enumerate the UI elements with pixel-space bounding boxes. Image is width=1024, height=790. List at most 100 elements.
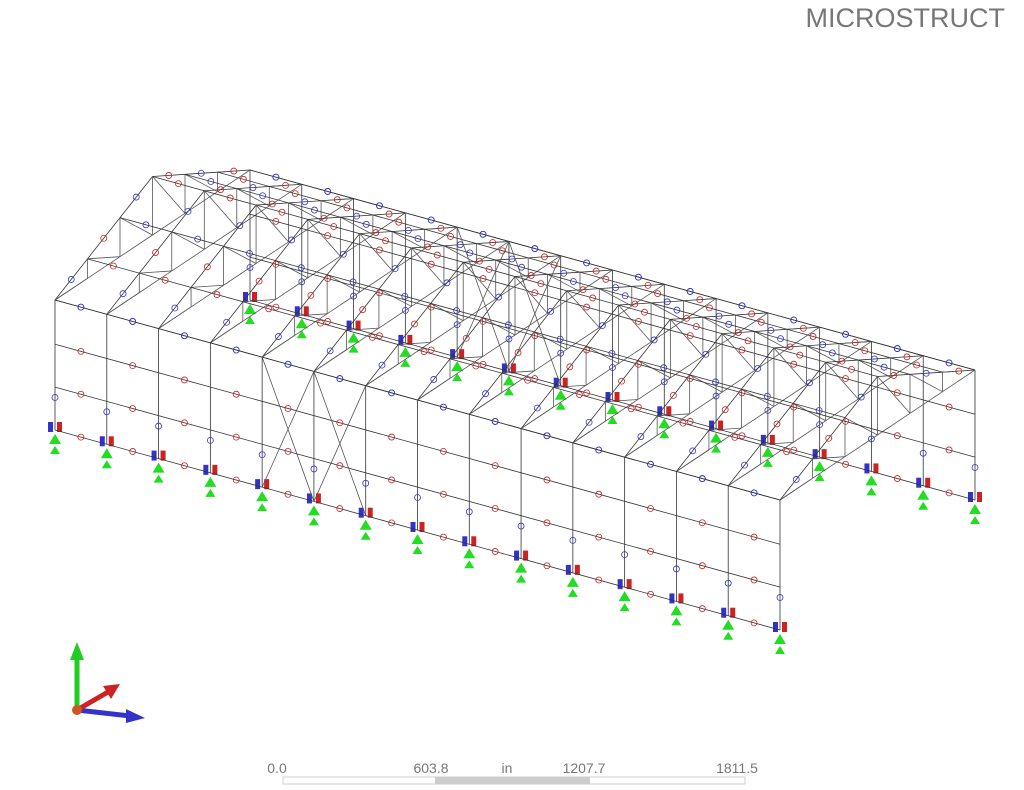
member-marker — [595, 576, 603, 584]
rafter — [411, 245, 444, 249]
member-marker — [776, 594, 784, 601]
member-marker — [433, 251, 441, 259]
member-marker — [482, 390, 489, 398]
support-block — [303, 306, 309, 317]
member-marker — [750, 619, 758, 627]
truss-diagonal — [313, 349, 347, 372]
member-marker — [437, 224, 445, 232]
member-marker — [838, 357, 846, 365]
support-block — [977, 492, 982, 502]
truss-diagonal — [217, 169, 251, 173]
member-marker — [689, 447, 697, 455]
truss-diagonal — [735, 312, 768, 316]
member-marker — [184, 207, 192, 215]
rafter — [430, 261, 464, 304]
bottom-chord — [760, 442, 794, 465]
member-marker — [842, 417, 849, 425]
rafter — [501, 331, 535, 374]
support-arrow — [554, 389, 567, 400]
support-arrow — [619, 603, 630, 612]
support-block — [666, 406, 672, 417]
truss-diagonal — [184, 173, 218, 193]
member-marker — [324, 318, 332, 325]
member-marker — [828, 349, 836, 357]
member-marker — [816, 421, 824, 429]
rafter — [365, 344, 399, 386]
support-arrow — [659, 430, 670, 439]
support-arrow — [711, 444, 722, 453]
support-arrow — [618, 591, 631, 602]
rafter — [236, 186, 270, 190]
rafter — [340, 214, 373, 218]
member-marker — [284, 405, 292, 412]
member-marker — [627, 405, 635, 413]
truss-diagonal — [618, 304, 652, 343]
support-arrow — [256, 491, 269, 502]
bottom-chord — [87, 256, 121, 279]
support-block — [821, 449, 827, 460]
member-marker — [893, 345, 901, 352]
member-marker — [724, 579, 732, 587]
truss-diagonal — [106, 292, 140, 315]
member-marker — [790, 446, 798, 454]
member-marker — [738, 302, 746, 310]
support-arrow — [606, 404, 619, 414]
member-marker — [258, 451, 266, 459]
support-arrow — [245, 316, 255, 324]
truss-diagonal — [391, 231, 425, 250]
support-arrow — [775, 646, 785, 654]
support-arrow — [918, 501, 929, 510]
truss-diagonal — [275, 260, 309, 279]
member-marker — [922, 369, 930, 377]
support-arrow — [814, 473, 825, 482]
member-marker — [543, 476, 551, 484]
support-arrow — [762, 458, 773, 467]
member-marker — [439, 447, 447, 455]
support-block — [471, 536, 477, 547]
member-marker — [239, 175, 247, 183]
member-marker — [650, 336, 658, 344]
truss-diagonal — [378, 288, 412, 307]
member-marker — [518, 263, 526, 271]
member-marker — [388, 476, 396, 484]
member-marker — [336, 375, 344, 382]
member-marker — [547, 307, 554, 315]
truss-diagonal — [585, 345, 619, 364]
truss-diagonal — [191, 284, 224, 288]
member-marker — [430, 376, 438, 383]
bottom-chord — [656, 413, 690, 436]
member-marker — [585, 418, 593, 426]
rafter — [307, 216, 341, 220]
member-marker — [514, 349, 522, 356]
support-block — [459, 349, 465, 360]
member-marker — [181, 332, 188, 340]
member-marker — [324, 188, 332, 195]
member-marker — [382, 237, 389, 245]
support-block — [669, 593, 675, 604]
member-marker — [773, 420, 781, 428]
support-arrow — [359, 519, 372, 530]
girt — [54, 343, 781, 545]
truss-diagonal — [657, 413, 690, 417]
member-marker — [738, 432, 746, 440]
member-marker — [647, 460, 654, 468]
member-marker — [194, 235, 202, 243]
truss-diagonal — [624, 435, 658, 458]
bottom-chord — [430, 320, 464, 343]
member-marker — [734, 329, 742, 336]
member-marker — [790, 360, 798, 368]
girt — [54, 429, 781, 631]
bottom-chord — [585, 363, 619, 386]
support-arrow — [307, 505, 320, 516]
member-marker — [777, 335, 784, 343]
support-block — [873, 463, 879, 474]
member-marker — [129, 405, 137, 412]
member-marker — [825, 434, 833, 442]
member-marker — [517, 522, 525, 530]
member-marker — [842, 330, 849, 338]
member-marker — [698, 475, 706, 482]
member-marker — [799, 324, 807, 332]
member-marker — [207, 178, 215, 185]
truss-diagonal — [553, 384, 587, 388]
member-marker — [809, 333, 817, 340]
